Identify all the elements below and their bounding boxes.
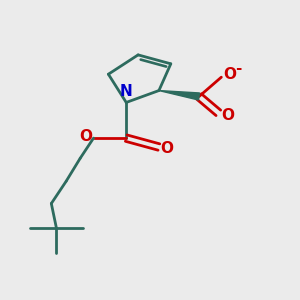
- Text: N: N: [120, 85, 133, 100]
- Text: O: O: [160, 141, 173, 156]
- Text: O: O: [80, 129, 93, 144]
- Text: O: O: [224, 67, 237, 82]
- Polygon shape: [159, 91, 200, 100]
- Text: -: -: [236, 61, 242, 76]
- Text: O: O: [221, 108, 234, 123]
